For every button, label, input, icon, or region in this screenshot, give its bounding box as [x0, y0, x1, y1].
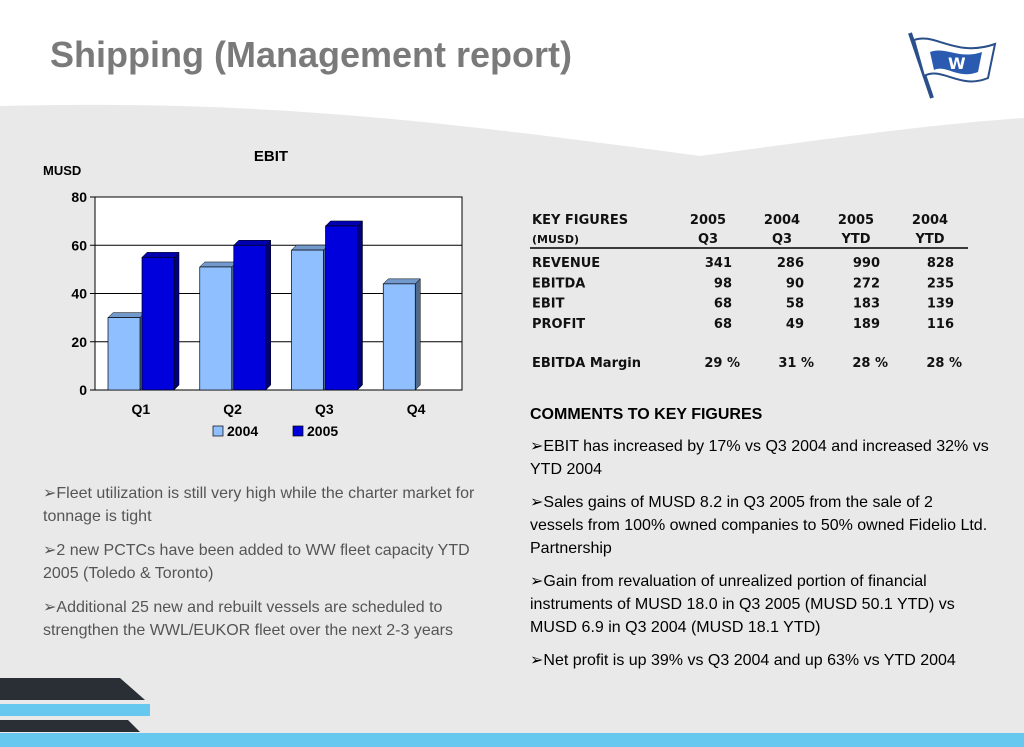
bullet-arrow-icon: ➢	[530, 573, 544, 590]
bullet-arrow-icon: ➢	[43, 599, 57, 616]
kf-margin-label: EBITDA Margin	[532, 356, 641, 371]
kf-cell: 98	[714, 276, 732, 291]
kf-col-period: YTD	[914, 232, 944, 247]
kf-col-year: 2004	[912, 213, 948, 228]
kf-cell: 68	[714, 317, 732, 332]
chart-ylabel: MUSD	[43, 163, 81, 178]
kf-cell: 828	[927, 256, 954, 271]
kf-cell: 341	[705, 256, 732, 271]
kf-margin-cell: 29 %	[704, 356, 740, 371]
fleet-bullet-list: ➢Fleet utilization is still very high wh…	[43, 482, 488, 653]
x-tick-label: Q3	[315, 401, 334, 417]
page-title: Shipping (Management report)	[50, 34, 572, 75]
kf-row-label: REVENUE	[532, 256, 600, 271]
fleet-bullet: ➢Additional 25 new and rebuilt vessels a…	[43, 599, 453, 639]
kf-margin-cell: 28 %	[852, 356, 888, 371]
kf-cell: 68	[714, 297, 732, 312]
bar-2004-Q4	[382, 283, 416, 391]
kf-cell: 183	[853, 297, 880, 312]
legend-swatch-2004	[212, 425, 224, 437]
kf-cell: 139	[927, 297, 954, 312]
kf-cell: 116	[927, 317, 954, 332]
kf-col-year: 2005	[838, 213, 874, 228]
kf-header-unit: (MUSD)	[532, 233, 579, 246]
comment-bullet: ➢Gain from revaluation of unrealized por…	[530, 573, 955, 636]
kf-cell: 58	[786, 297, 804, 312]
y-tick-label: 0	[79, 382, 87, 398]
kf-row-label: EBIT	[532, 297, 565, 312]
kf-col-period: Q3	[772, 232, 792, 247]
logo-letter: W	[948, 54, 966, 73]
kf-cell: 49	[786, 317, 804, 332]
bullet-arrow-icon: ➢	[530, 652, 544, 669]
legend-label: 2004	[227, 423, 258, 439]
x-tick-label: Q1	[132, 401, 151, 417]
kf-col-period: Q3	[698, 232, 718, 247]
comment-bullet: ➢Net profit is up 39% vs Q3 2004 and up …	[530, 652, 956, 669]
bullet-arrow-icon: ➢	[43, 542, 57, 559]
comment-bullet: ➢Sales gains of MUSD 8.2 in Q3 2005 from…	[530, 494, 988, 557]
kf-col-year: 2004	[764, 213, 800, 228]
bar-2005-Q3	[325, 225, 358, 391]
kf-margin-cell: 31 %	[778, 356, 814, 371]
comments-section: COMMENTS TO KEY FIGURES ➢EBIT has increa…	[530, 403, 990, 682]
bullet-arrow-icon: ➢	[530, 494, 544, 511]
y-tick-label: 40	[71, 286, 87, 302]
legend-label: 2005	[307, 423, 338, 439]
kf-row-label: PROFIT	[532, 317, 585, 332]
kf-cell: 990	[853, 256, 880, 271]
bullet-arrow-icon: ➢	[43, 485, 57, 502]
comments-heading: COMMENTS TO KEY FIGURES	[530, 406, 763, 423]
x-tick-label: Q4	[407, 401, 426, 417]
y-tick-label: 20	[71, 334, 87, 350]
y-tick-label: 80	[71, 189, 87, 205]
kf-cell: 90	[786, 276, 804, 291]
bar-2004-Q3	[291, 249, 324, 391]
kf-cell: 286	[777, 256, 804, 271]
kf-margin-cell: 28 %	[926, 356, 962, 371]
kf-cell: 189	[853, 317, 880, 332]
bar-2004-Q2	[199, 266, 233, 391]
fleet-bullet: ➢2 new PCTCs have been added to WW fleet…	[43, 542, 470, 582]
fleet-bullet: ➢Fleet utilization is still very high wh…	[43, 485, 475, 525]
kf-col-period: YTD	[840, 232, 870, 247]
bar-2005-Q1	[141, 256, 175, 391]
kf-col-year: 2005	[690, 213, 726, 228]
chart-title: EBIT	[254, 148, 288, 165]
kf-cell: 272	[853, 276, 880, 291]
bar-2004-Q1	[107, 317, 141, 391]
y-tick-label: 60	[71, 237, 87, 253]
kf-header-label: KEY FIGURES	[532, 213, 628, 228]
comment-bullet: ➢EBIT has increased by 17% vs Q3 2004 an…	[530, 438, 989, 478]
bar-2005-Q2	[233, 244, 267, 391]
company-logo: W	[908, 32, 997, 99]
kf-cell: 235	[927, 276, 954, 291]
legend-swatch-2005	[292, 425, 304, 437]
x-tick-label: Q2	[223, 401, 242, 417]
kf-row-label: EBITDA	[532, 276, 585, 291]
bullet-arrow-icon: ➢	[530, 438, 544, 455]
